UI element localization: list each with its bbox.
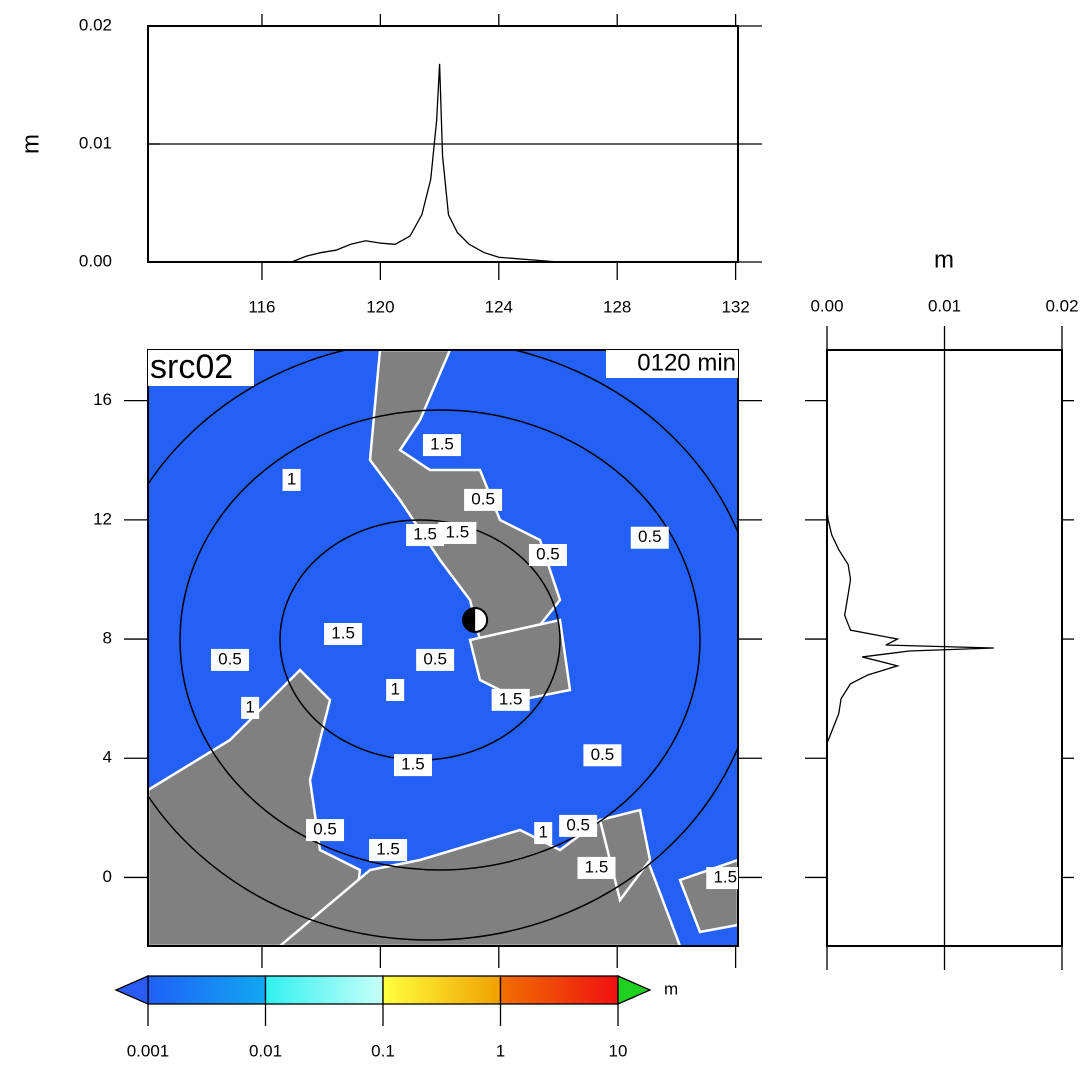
contour-line xyxy=(148,350,738,941)
contour-label: 0.5 xyxy=(591,745,615,764)
colorbar-tick-label: 10 xyxy=(609,1041,628,1060)
contour-label: 1.5 xyxy=(446,522,470,541)
colorbar-under xyxy=(114,975,149,1005)
contour-label-box xyxy=(306,819,345,842)
contour-label: 1.5 xyxy=(585,857,609,876)
contour-label-box xyxy=(630,526,669,549)
map-title: src02 xyxy=(150,348,233,386)
y-axis-label: m xyxy=(17,134,44,154)
contour-label-box xyxy=(386,679,405,702)
land xyxy=(148,350,738,946)
y-tick-label: 0.01 xyxy=(79,133,112,152)
x-tick-label: 124 xyxy=(485,297,513,316)
contour-label: 1.5 xyxy=(401,755,425,774)
contour-label: 1.5 xyxy=(499,689,523,708)
x-tick-label: 0.02 xyxy=(1045,296,1078,315)
contour-label: 1 xyxy=(390,680,399,699)
contour-label: 1.5 xyxy=(331,623,355,642)
contour-label-box xyxy=(241,696,260,719)
contour-label: 1.5 xyxy=(430,435,454,454)
contour-label: 0.5 xyxy=(218,649,242,668)
contour-label-box xyxy=(324,622,363,645)
y-tick-label: 12 xyxy=(93,509,112,528)
contour-label-box xyxy=(534,822,553,845)
colorbar-segment xyxy=(499,975,619,1005)
y-tick-label: 0 xyxy=(103,867,112,886)
contour-label-box xyxy=(559,814,598,837)
y-tick-label: 4 xyxy=(103,748,112,767)
colorbar-tick-label: 1 xyxy=(496,1041,505,1060)
contour-label: 0.5 xyxy=(313,820,337,839)
profile-line xyxy=(291,63,559,263)
contour-label: 0.5 xyxy=(423,649,447,668)
contour-label: 1 xyxy=(287,469,296,488)
land-sulawesi xyxy=(278,818,682,946)
colorbar-tick-label: 0.001 xyxy=(127,1041,170,1060)
contour-label-box xyxy=(393,754,432,777)
contour-label-box xyxy=(706,867,738,890)
contour-line xyxy=(179,409,701,871)
x-tick-label: 120 xyxy=(366,297,394,316)
y-tick-label: 8 xyxy=(103,629,112,648)
contour-label-box xyxy=(282,468,301,491)
contour-labels: 1.510.51.5 1.5 0.50.51.50.5 0.511.511.50.50… xyxy=(211,434,738,890)
profile-line xyxy=(826,510,994,744)
contour-label-box xyxy=(416,648,455,671)
contour-label: 1 xyxy=(538,823,547,842)
x-tick-label: 132 xyxy=(721,297,749,316)
colorbar-over xyxy=(617,975,652,1005)
contour-label: 0.5 xyxy=(471,489,495,508)
map-frame xyxy=(147,349,739,947)
map-time: 0120 min xyxy=(637,349,736,376)
time-box xyxy=(606,350,738,378)
contour-label: 1.5 xyxy=(713,868,737,887)
colorbar-segment xyxy=(147,975,267,1005)
y-tick-label: 0.00 xyxy=(79,251,112,270)
colorbar-tick-label: 0.1 xyxy=(371,1041,395,1060)
source-mechanism-half xyxy=(463,607,476,632)
contour-label-box xyxy=(422,434,461,457)
contour-label-box xyxy=(528,544,567,567)
contour-label: 0.5 xyxy=(638,527,662,546)
contour-label-box xyxy=(583,744,622,767)
colorbar-unit: m xyxy=(664,979,678,998)
land-borneo xyxy=(148,668,362,946)
contour-label-box xyxy=(406,524,445,547)
y-tick-label: 0.02 xyxy=(79,15,112,34)
colorbar-segment xyxy=(264,975,384,1005)
contour-label: 1 xyxy=(245,697,254,716)
colorbar-tick-label: 0.01 xyxy=(249,1041,282,1060)
x-axis-label: m xyxy=(934,246,954,273)
contour-label-box xyxy=(211,648,250,671)
contour-label-box xyxy=(491,688,530,711)
x-tick-label: 0.01 xyxy=(928,296,961,315)
contour-label: 1.5 xyxy=(376,840,400,859)
x-tick-label: 0.00 xyxy=(810,296,843,315)
contour-label-box xyxy=(577,856,616,879)
contour-label-box xyxy=(464,488,503,511)
title-box xyxy=(148,350,254,386)
contour-label: 0.5 xyxy=(536,545,560,564)
contour-label-box xyxy=(369,839,408,862)
contour-label: 1.5 xyxy=(413,525,437,544)
x-tick-label: 128 xyxy=(603,297,631,316)
x-tick-label: 116 xyxy=(248,297,275,316)
contour-label-box xyxy=(438,521,477,544)
y-tick-label: 16 xyxy=(93,390,112,409)
contour-label: 0.5 xyxy=(566,815,590,834)
colorbar-segment xyxy=(382,975,502,1005)
